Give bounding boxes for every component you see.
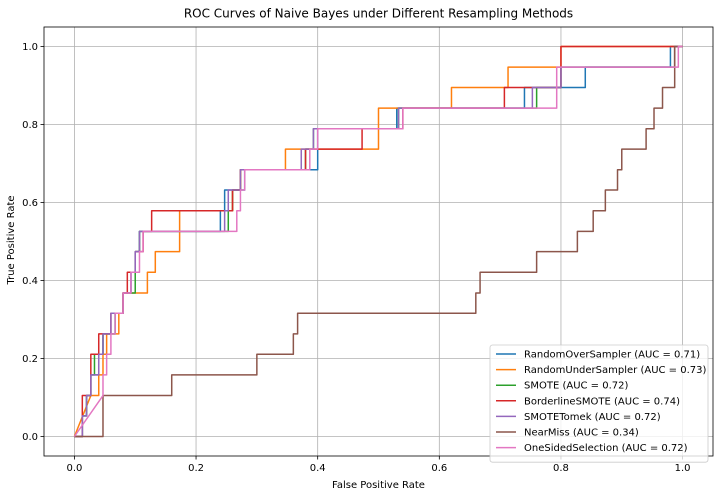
y-tick-label: 0.8 [22, 120, 38, 131]
x-tick-label: 1.0 [675, 463, 691, 474]
legend-label-0: RandomOverSampler (AUC = 0.71) [524, 350, 700, 361]
legend-box [489, 344, 709, 463]
y-tick-label: 0.4 [22, 276, 38, 287]
series-layer [73, 45, 683, 438]
series-line-1 [73, 45, 683, 437]
y-axis-label: True Positive Rate [6, 195, 17, 285]
x-tick-label: 0.8 [553, 463, 569, 474]
axis-ticks: 0.0 0.2 0.4 0.6 0.8 1.0 0.0 0.2 0.4 0.6 0.8 1.0 [22, 42, 690, 474]
y-tick-label: 0.0 [22, 432, 38, 443]
chart-title: ROC Curves of Naive Bayes under Differen… [184, 7, 573, 21]
legend-label-6: OneSidedSelection (AUC = 0.72) [524, 443, 688, 454]
x-axis-label: False Positive Rate [332, 480, 425, 491]
y-tick-label: 0.6 [22, 198, 38, 209]
legend: RandomOverSampler (AUC = 0.71) RandomUnde… [489, 344, 709, 463]
legend-label-4: SMOTETomek (AUC = 0.72) [524, 412, 661, 423]
x-tick-label: 0.6 [431, 463, 447, 474]
legend-label-3: BorderlineSMOTE (AUC = 0.74) [524, 396, 680, 407]
x-tick-label: 0.0 [66, 463, 82, 474]
legend-label-2: SMOTE (AUC = 0.72) [524, 381, 628, 392]
series-line-6 [73, 45, 683, 437]
legend-label-5: NearMiss (AUC = 0.34) [524, 428, 639, 439]
legend-label-1: RandomUnderSampler (AUC = 0.73) [524, 365, 707, 376]
plot-frame [43, 26, 714, 457]
series-line-5 [74, 45, 683, 438]
x-tick-label: 0.2 [188, 463, 204, 474]
y-tick-label: 1.0 [22, 42, 38, 53]
y-tick-label: 0.2 [22, 354, 38, 365]
x-tick-label: 0.4 [310, 463, 326, 474]
